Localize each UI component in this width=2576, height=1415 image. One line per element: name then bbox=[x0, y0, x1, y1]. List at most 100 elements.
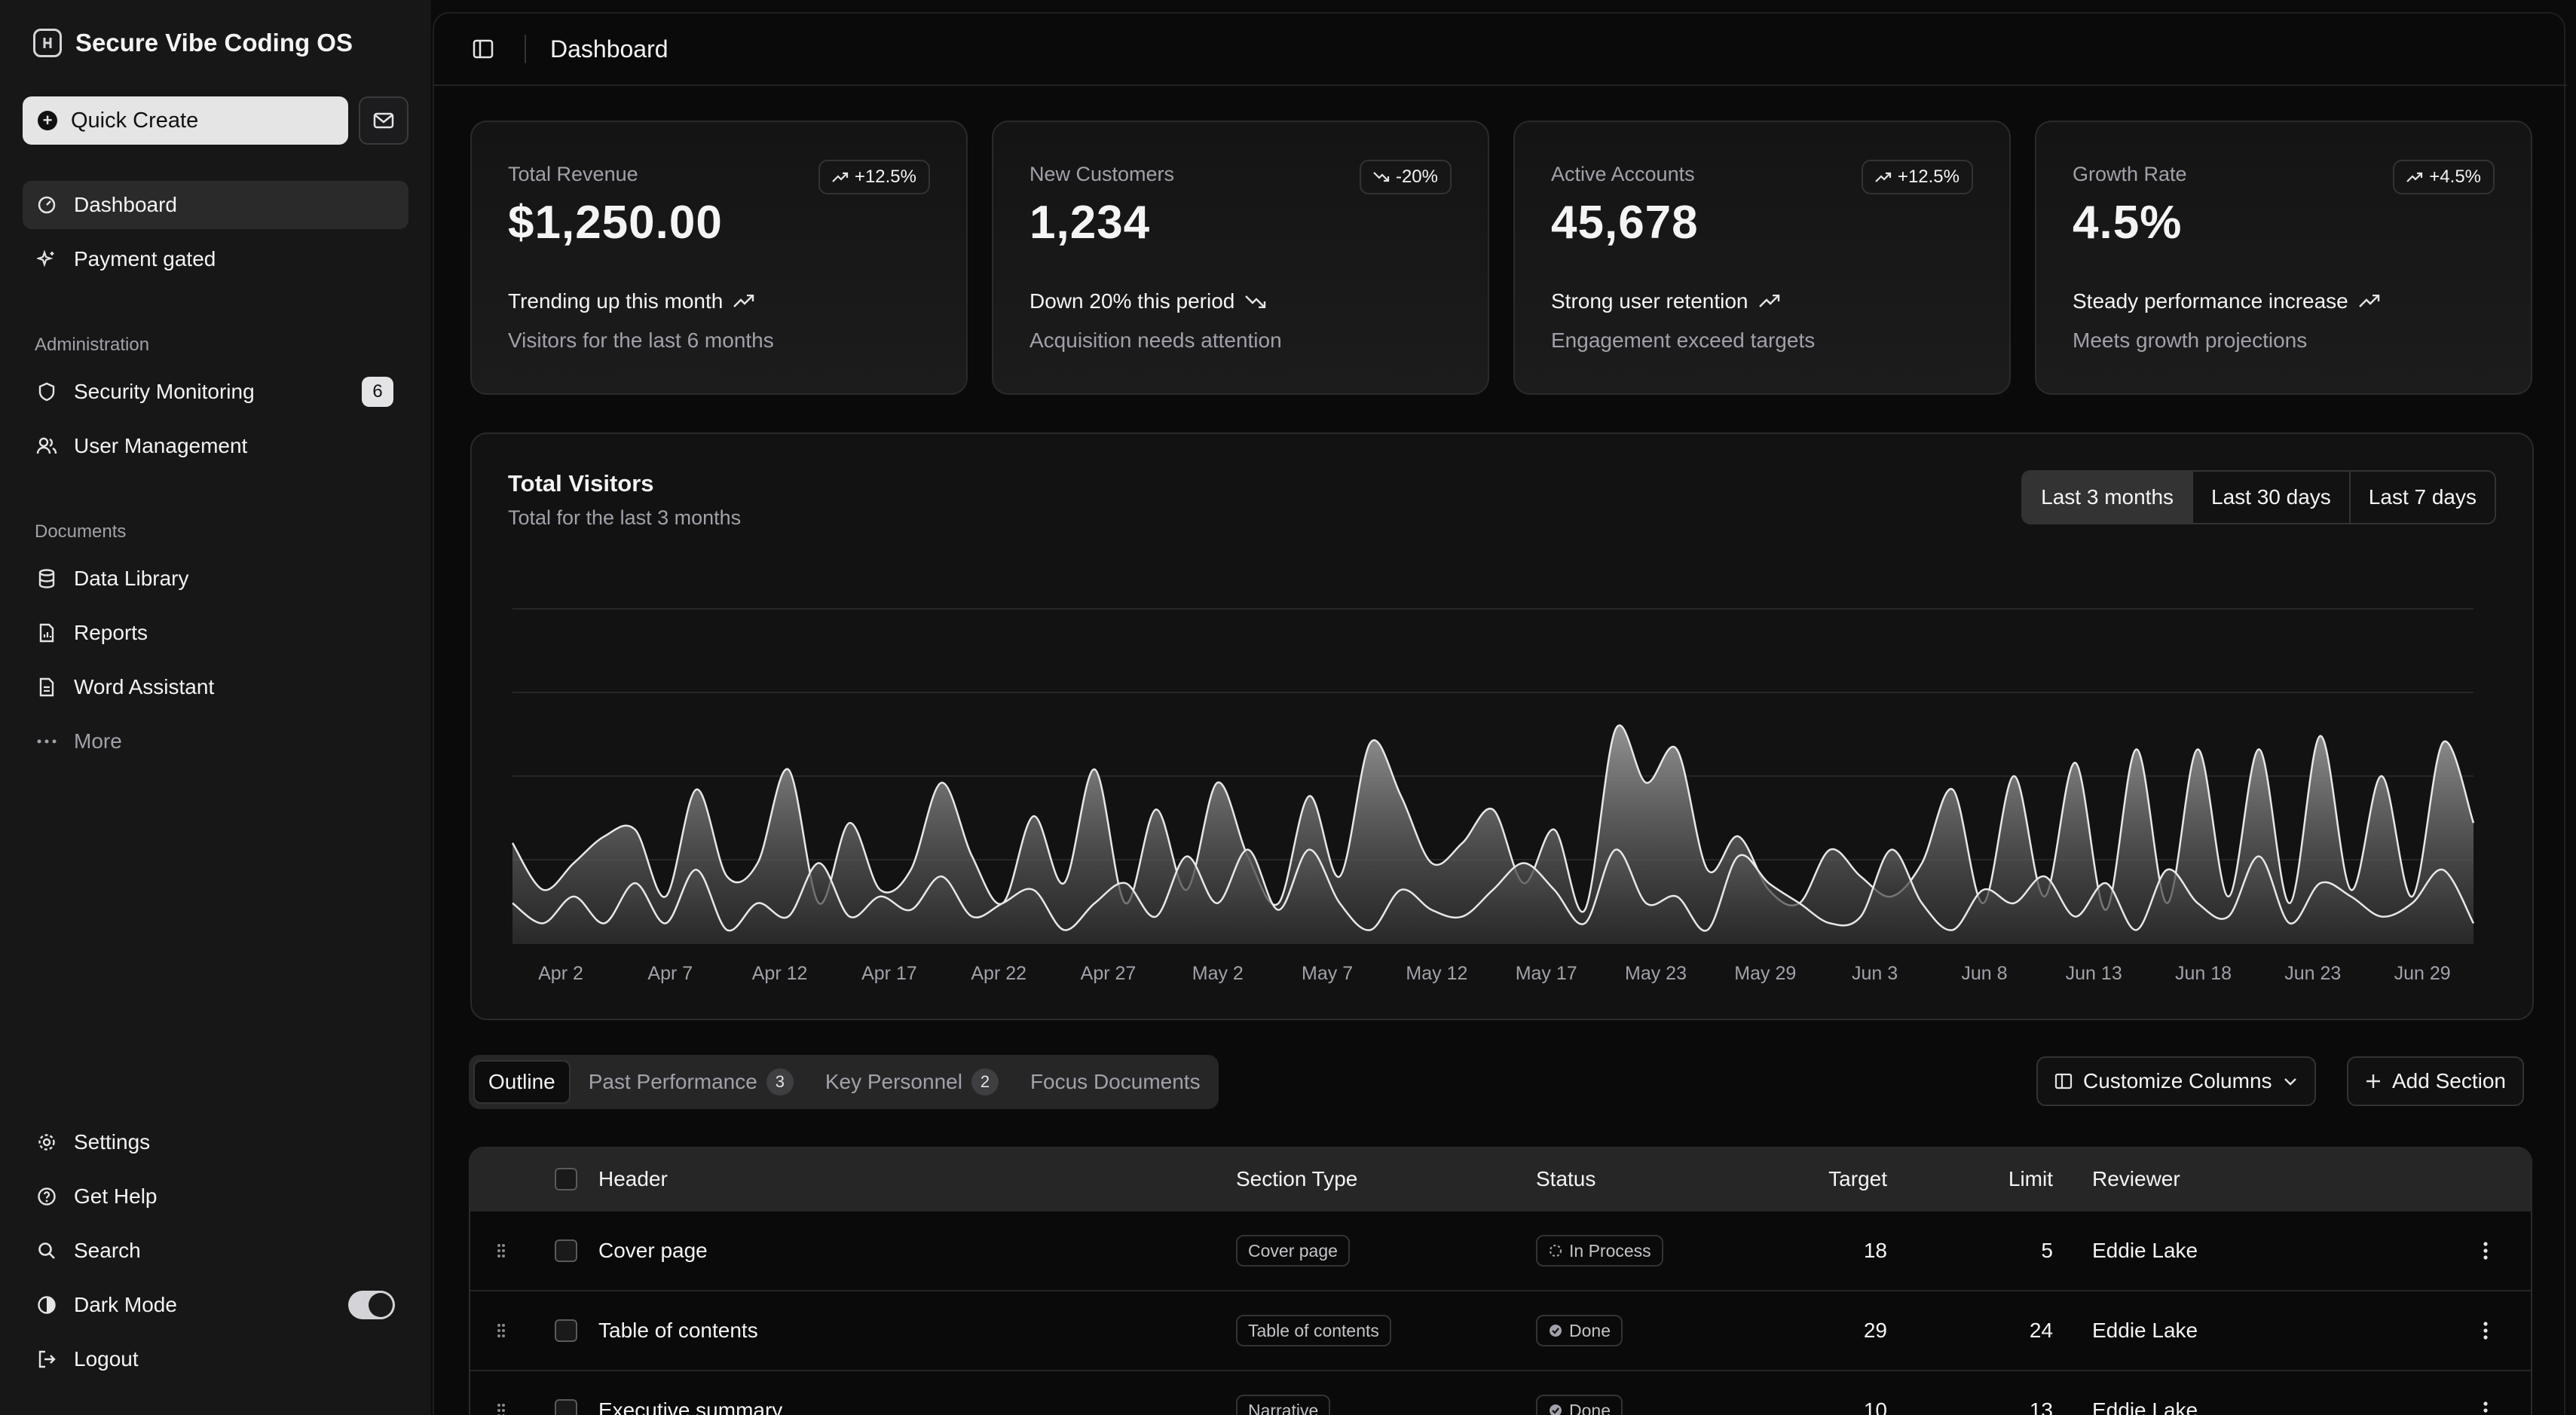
sidebar-item-label: Logout bbox=[74, 1347, 139, 1371]
stat-label: New Customers bbox=[1029, 163, 1175, 185]
col-status: Status bbox=[1536, 1167, 1596, 1190]
quick-create-button[interactable]: + Quick Create bbox=[23, 96, 348, 145]
table-row: Table of contents Table of contents Done… bbox=[470, 1290, 2531, 1370]
row-reviewer[interactable]: Eddie Lake bbox=[2092, 1398, 2198, 1415]
row-header[interactable]: Cover page bbox=[598, 1239, 708, 1262]
visitors-area-chart: Apr 2 Apr 7 Apr 12 Apr 17 Apr 22 Apr 27 May 2 M… bbox=[511, 608, 2475, 984]
trending-down-icon bbox=[1373, 172, 1390, 182]
tab-label: Key Personnel bbox=[825, 1070, 962, 1093]
row-checkbox[interactable] bbox=[555, 1319, 577, 1342]
dark-mode-toggle[interactable] bbox=[348, 1291, 395, 1319]
add-section-button[interactable]: Add Section bbox=[2347, 1056, 2524, 1106]
change-value: +4.5% bbox=[2429, 167, 2481, 187]
sidebar-item-settings[interactable]: Settings bbox=[23, 1118, 408, 1166]
sidebar-item-reports[interactable]: Reports bbox=[23, 609, 408, 657]
toggle-knob bbox=[369, 1293, 393, 1317]
sidebar-item-payment-gated[interactable]: Payment gated bbox=[23, 235, 408, 283]
row-limit[interactable]: 13 bbox=[2029, 1398, 2053, 1415]
stat-trend: Down 20% this period bbox=[1029, 289, 1266, 313]
row-actions-icon[interactable] bbox=[2483, 1212, 2489, 1290]
drag-handle-icon[interactable] bbox=[496, 1291, 506, 1370]
x-tick-label: Jun 8 bbox=[1961, 963, 2007, 984]
sidebar-item-data-library[interactable]: Data Library bbox=[23, 555, 408, 603]
range-option-3-months[interactable]: Last 3 months bbox=[2023, 472, 2192, 523]
x-tick-label: Jun 18 bbox=[2175, 963, 2232, 984]
sidebar-item-more[interactable]: More bbox=[23, 717, 408, 766]
top-header: Dashboard bbox=[434, 14, 2567, 86]
x-tick-label: Jun 13 bbox=[2066, 963, 2122, 984]
sidebar-item-label: Data Library bbox=[74, 567, 189, 590]
sidebar-toggle-icon[interactable] bbox=[472, 38, 494, 60]
chart-title: Total Visitors bbox=[508, 470, 654, 497]
x-tick-label: May 12 bbox=[1406, 963, 1467, 984]
drag-handle-icon[interactable] bbox=[496, 1212, 506, 1290]
tab-key-personnel[interactable]: Key Personnel 2 bbox=[812, 1060, 1012, 1104]
row-actions-icon[interactable] bbox=[2483, 1291, 2489, 1370]
trend-text: Steady performance increase bbox=[2073, 289, 2348, 313]
brand[interactable]: Secure Vibe Coding OS bbox=[33, 29, 353, 57]
help-icon bbox=[36, 1186, 57, 1207]
sidebar-item-dashboard[interactable]: Dashboard bbox=[23, 181, 408, 229]
row-target[interactable]: 18 bbox=[1863, 1239, 1887, 1262]
tab-label: Focus Documents bbox=[1029, 1070, 1201, 1093]
row-checkbox[interactable] bbox=[555, 1399, 577, 1415]
stat-trend: Steady performance increase bbox=[2073, 289, 2380, 313]
range-option-30-days[interactable]: Last 30 days bbox=[2192, 472, 2349, 523]
x-tick-label: Apr 22 bbox=[971, 963, 1026, 984]
row-limit[interactable]: 5 bbox=[2041, 1239, 2053, 1262]
sidebar-item-word-assistant[interactable]: Word Assistant bbox=[23, 663, 408, 711]
logout-icon bbox=[36, 1349, 57, 1370]
sidebar-item-logout[interactable]: Logout bbox=[23, 1335, 408, 1383]
outline-table: Header Section Type Status Target Limit … bbox=[469, 1147, 2532, 1415]
tab-outline[interactable]: Outline bbox=[473, 1060, 571, 1104]
trending-down-icon bbox=[1245, 295, 1266, 308]
row-header[interactable]: Table of contents bbox=[598, 1319, 758, 1342]
sidebar-item-search[interactable]: Search bbox=[23, 1227, 408, 1275]
visitors-chart-card: Apr 2 Apr 7 Apr 12 Apr 17 Apr 22 Apr 27 May 2 M… bbox=[470, 432, 2534, 1020]
x-tick-label: Apr 27 bbox=[1081, 963, 1137, 984]
check-circle-icon bbox=[1550, 1325, 1562, 1337]
trending-up-icon bbox=[1875, 172, 1892, 182]
contrast-icon bbox=[36, 1294, 57, 1316]
sidebar-item-user-management[interactable]: User Management bbox=[23, 422, 408, 470]
row-reviewer[interactable]: Eddie Lake bbox=[2092, 1239, 2198, 1262]
trend-text: Strong user retention bbox=[1551, 289, 1748, 313]
tab-past-performance[interactable]: Past Performance 3 bbox=[575, 1060, 807, 1104]
sidebar-item-label: Dashboard bbox=[74, 193, 177, 216]
row-header[interactable]: Executive summary bbox=[598, 1398, 783, 1415]
customize-columns-button[interactable]: Customize Columns bbox=[2036, 1056, 2316, 1106]
series-1-area bbox=[512, 725, 2474, 943]
drag-handle-icon[interactable] bbox=[496, 1371, 506, 1415]
select-all-checkbox[interactable] bbox=[555, 1168, 577, 1190]
row-limit[interactable]: 24 bbox=[2029, 1319, 2053, 1342]
row-target[interactable]: 10 bbox=[1863, 1398, 1887, 1415]
row-target[interactable]: 29 bbox=[1863, 1319, 1887, 1342]
row-reviewer[interactable]: Eddie Lake bbox=[2092, 1319, 2198, 1342]
x-tick-label: Apr 7 bbox=[647, 963, 693, 984]
row-checkbox[interactable] bbox=[555, 1239, 577, 1262]
section-type-badge: Cover page bbox=[1236, 1235, 1350, 1267]
trending-up-icon bbox=[733, 295, 754, 307]
row-actions-icon[interactable] bbox=[2483, 1371, 2489, 1415]
sidebar-item-label: Search bbox=[74, 1239, 141, 1262]
sidebar-item-get-help[interactable]: Get Help bbox=[23, 1172, 408, 1221]
range-selector: Last 3 months Last 30 days Last 7 days bbox=[2021, 470, 2496, 524]
alert-count-badge: 6 bbox=[362, 377, 393, 407]
gear-icon bbox=[36, 1132, 57, 1153]
sidebar-item-security-monitoring[interactable]: Security Monitoring 6 bbox=[23, 368, 408, 416]
stat-value: 45,678 bbox=[1551, 197, 1699, 249]
mail-icon bbox=[373, 112, 394, 129]
chevron-down-icon bbox=[2284, 1078, 2296, 1086]
sidebar-item-label: Security Monitoring bbox=[74, 380, 255, 403]
inbox-button[interactable] bbox=[359, 96, 408, 145]
file-icon bbox=[36, 677, 57, 698]
tab-focus-documents[interactable]: Focus Documents bbox=[1017, 1060, 1214, 1104]
status-text: Done bbox=[1569, 1320, 1611, 1340]
sparkles-icon bbox=[36, 249, 57, 270]
table-header-row: Header Section Type Status Target Limit … bbox=[470, 1148, 2531, 1210]
x-tick-label: Apr 17 bbox=[861, 963, 917, 984]
stat-label: Active Accounts bbox=[1551, 163, 1695, 185]
range-option-7-days[interactable]: Last 7 days bbox=[2348, 472, 2495, 523]
sidebar-item-label: More bbox=[74, 729, 122, 753]
logo-icon bbox=[33, 29, 62, 57]
